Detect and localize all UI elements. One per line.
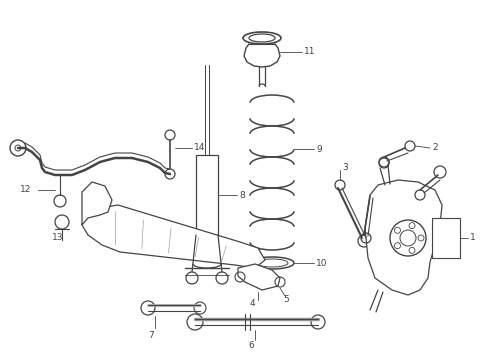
Text: 13: 13 xyxy=(52,234,64,243)
Text: 4: 4 xyxy=(250,298,256,307)
Polygon shape xyxy=(82,182,112,225)
Text: 2: 2 xyxy=(432,144,438,153)
Text: 8: 8 xyxy=(239,190,245,199)
Polygon shape xyxy=(82,205,265,268)
Text: 12: 12 xyxy=(20,185,31,194)
Text: 14: 14 xyxy=(194,144,205,153)
Polygon shape xyxy=(365,180,442,295)
Text: 3: 3 xyxy=(342,163,348,172)
Text: 11: 11 xyxy=(304,48,316,57)
Text: 5: 5 xyxy=(283,294,289,303)
Text: 1: 1 xyxy=(470,234,476,243)
Bar xyxy=(432,218,460,258)
Text: 7: 7 xyxy=(148,330,154,339)
Polygon shape xyxy=(238,264,280,290)
Text: 9: 9 xyxy=(316,145,322,154)
Text: 6: 6 xyxy=(248,342,254,351)
Text: 10: 10 xyxy=(316,258,327,267)
Bar xyxy=(196,155,218,235)
